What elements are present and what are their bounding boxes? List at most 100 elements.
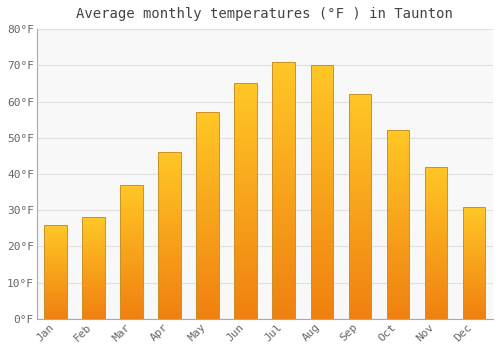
Bar [120,246,143,248]
Bar [44,292,67,293]
Bar [120,285,143,287]
Bar [462,292,485,293]
Bar [158,201,181,202]
Bar [386,259,409,260]
Bar [82,272,105,273]
Bar [234,175,258,177]
Bar [272,100,295,103]
Bar [44,308,67,309]
Bar [272,201,295,203]
Bar [120,222,143,224]
Bar [310,225,334,228]
Bar [120,233,143,235]
Bar [424,214,448,215]
Bar [310,126,334,129]
Bar [386,283,409,285]
Bar [158,222,181,224]
Bar [272,262,295,265]
Bar [158,301,181,302]
Bar [158,242,181,244]
Bar [462,309,485,310]
Bar [386,153,409,155]
Bar [310,301,334,304]
Bar [310,103,334,106]
Bar [234,288,258,290]
Bar [386,200,409,202]
Bar [424,241,448,243]
Bar [462,265,485,266]
Bar [462,310,485,311]
Bar [120,213,143,214]
Bar [234,255,258,258]
Bar [82,255,105,256]
Bar [462,238,485,239]
Bar [196,172,220,174]
Bar [310,149,334,152]
Bar [348,114,372,117]
Bar [158,237,181,239]
Bar [234,177,258,180]
Bar [424,281,448,282]
Bar [44,263,67,264]
Bar [462,313,485,314]
Bar [82,243,105,244]
Bar [44,270,67,271]
Bar [462,317,485,318]
Bar [120,188,143,189]
Bar [310,167,334,169]
Bar [234,253,258,255]
Bar [386,174,409,176]
Bar [310,314,334,316]
Bar [120,301,143,303]
Bar [310,129,334,131]
Bar [82,305,105,306]
Bar [386,315,409,317]
Bar [310,258,334,260]
Bar [82,282,105,284]
Bar [234,218,258,220]
Bar [272,116,295,118]
Bar [310,177,334,180]
Bar [158,254,181,256]
Bar [82,226,105,228]
Bar [82,278,105,279]
Bar [310,124,334,126]
Bar [44,271,67,272]
Bar [158,249,181,251]
Bar [272,206,295,208]
Bar [44,264,67,265]
Bar [348,294,372,296]
Bar [82,223,105,224]
Bar [386,132,409,134]
Bar [120,236,143,237]
Bar [196,255,220,257]
Bar [234,100,258,102]
Bar [82,281,105,282]
Bar [424,284,448,285]
Bar [386,255,409,257]
Bar [386,309,409,312]
Bar [386,134,409,136]
Bar [348,290,372,292]
Bar [310,304,334,306]
Bar [196,141,220,144]
Bar [310,250,334,253]
Bar [120,311,143,312]
Bar [120,279,143,280]
Bar [462,293,485,294]
Bar [158,202,181,204]
Bar [462,290,485,291]
Bar [272,92,295,95]
Bar [272,296,295,298]
Bar [82,224,105,225]
Bar [120,257,143,259]
Bar [158,169,181,170]
Bar [310,152,334,154]
Bar [386,196,409,198]
Bar [120,189,143,190]
Bar [272,237,295,239]
Bar [196,267,220,270]
Bar [234,142,258,145]
Bar [310,205,334,207]
Bar [462,308,485,309]
